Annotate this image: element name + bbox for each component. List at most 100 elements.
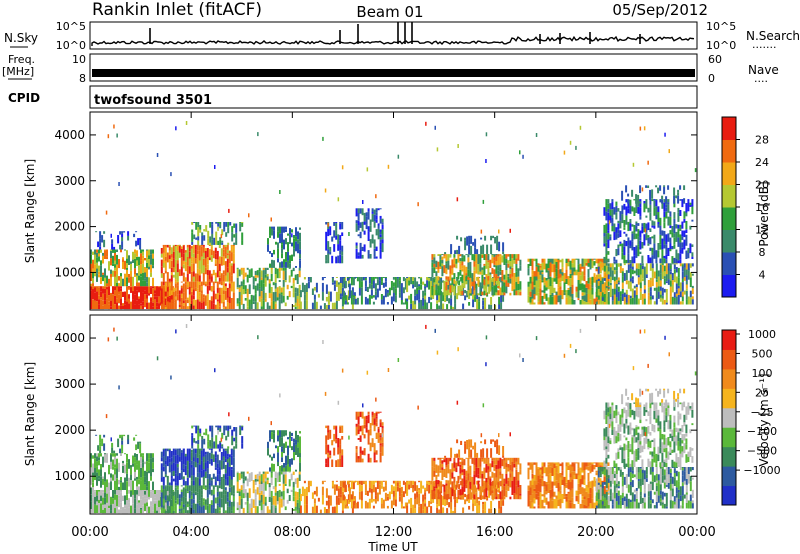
echo-cell <box>203 432 206 435</box>
echo-cell <box>190 467 193 476</box>
echo-cell <box>657 276 660 287</box>
echo-cell <box>453 476 456 483</box>
echo-cell <box>439 457 442 459</box>
echo-cell <box>112 249 114 253</box>
echo-cell <box>270 495 273 498</box>
echo-cell <box>238 292 241 302</box>
echo-cell <box>669 286 672 297</box>
echo-cell <box>643 479 646 489</box>
echo-cell <box>462 303 465 310</box>
echo-cell <box>635 233 638 239</box>
echo-cell <box>470 245 473 255</box>
echo-cell <box>226 302 229 310</box>
echo-cell <box>603 493 606 498</box>
echo-cell <box>639 495 642 504</box>
echo-cell <box>235 240 238 245</box>
echo-cell <box>134 258 136 269</box>
echo-cell <box>92 482 94 487</box>
echo-cell <box>116 486 118 490</box>
echo-cell <box>376 277 379 280</box>
echo-cell <box>479 263 482 272</box>
echo-cell <box>477 254 480 264</box>
echo-cell <box>116 274 118 283</box>
echo-cell <box>180 492 183 498</box>
echo-cell <box>617 286 620 292</box>
echo-cell <box>474 296 477 302</box>
echo-cell <box>284 270 287 280</box>
echo-cell <box>303 294 306 301</box>
echo-cell <box>689 225 692 230</box>
echo-cell <box>633 199 636 201</box>
echo-cell <box>459 495 462 498</box>
echo-cell <box>270 505 273 513</box>
echo-cell <box>381 442 384 447</box>
echo-cell <box>447 285 450 290</box>
echo-cell <box>281 226 283 234</box>
echo-cell <box>158 490 160 501</box>
echo-cell <box>196 503 199 514</box>
echo-cell <box>140 286 142 296</box>
echo-cell <box>212 295 215 304</box>
echo-cell <box>307 485 310 493</box>
echo-cell <box>148 470 150 474</box>
echo-cell <box>379 242 382 250</box>
echo-cell <box>445 290 448 296</box>
echo-cell <box>553 482 556 486</box>
echo-cell <box>96 252 98 258</box>
echo-cell <box>433 488 436 491</box>
echo-cell <box>110 300 112 307</box>
echo-cell <box>687 270 690 280</box>
echo-cell <box>297 243 299 254</box>
echo-cell <box>390 281 393 291</box>
echo-cell <box>360 296 363 305</box>
echo-cell <box>571 284 574 294</box>
echo-cell <box>482 300 485 306</box>
echo-cell <box>174 283 177 288</box>
echo-cell <box>176 498 179 505</box>
echo-cell <box>357 234 360 237</box>
echo-cell <box>148 249 150 256</box>
echo-cell <box>180 470 183 480</box>
echo-cell <box>559 274 562 278</box>
echo-cell <box>315 301 318 310</box>
echo-cell <box>296 502 299 510</box>
echo-cell <box>585 302 588 305</box>
echo-cell <box>152 300 154 303</box>
echo-cell <box>144 482 146 485</box>
echo-cell <box>358 277 361 281</box>
echo-cell <box>639 185 642 194</box>
echo-cell <box>198 245 201 251</box>
echo-cell <box>378 280 381 291</box>
echo-cell <box>565 292 568 298</box>
echo-cell <box>152 490 154 492</box>
echo-cell <box>410 303 413 310</box>
echo-cell <box>355 423 358 427</box>
echo-cell <box>164 448 167 451</box>
echo-cell <box>549 473 552 481</box>
echo-cell <box>633 232 636 240</box>
echo-cell <box>90 490 92 495</box>
echo-cell <box>188 485 191 491</box>
echo-cell <box>625 280 628 285</box>
echo-cell <box>121 440 124 445</box>
echo-cell <box>541 476 544 478</box>
echo-cell <box>565 482 568 485</box>
echo-cell <box>645 199 648 207</box>
echo-cell <box>655 215 658 220</box>
echo-cell <box>607 212 610 223</box>
echo-cell <box>192 295 195 300</box>
echo-cell <box>272 504 275 513</box>
echo-cell <box>231 435 234 446</box>
echo-cell <box>331 302 334 310</box>
echo-cell <box>267 238 269 245</box>
echo-cell <box>649 212 652 221</box>
echo-cell <box>108 286 110 289</box>
echo-cell <box>631 269 634 275</box>
echo-cell <box>132 490 134 495</box>
echo-cell <box>154 500 156 504</box>
colorbar-tick-label: 28 <box>755 134 769 147</box>
echo-cell <box>469 488 472 498</box>
echo-cell <box>410 293 413 304</box>
echo-cell <box>124 482 126 490</box>
echo-cell <box>599 499 602 509</box>
